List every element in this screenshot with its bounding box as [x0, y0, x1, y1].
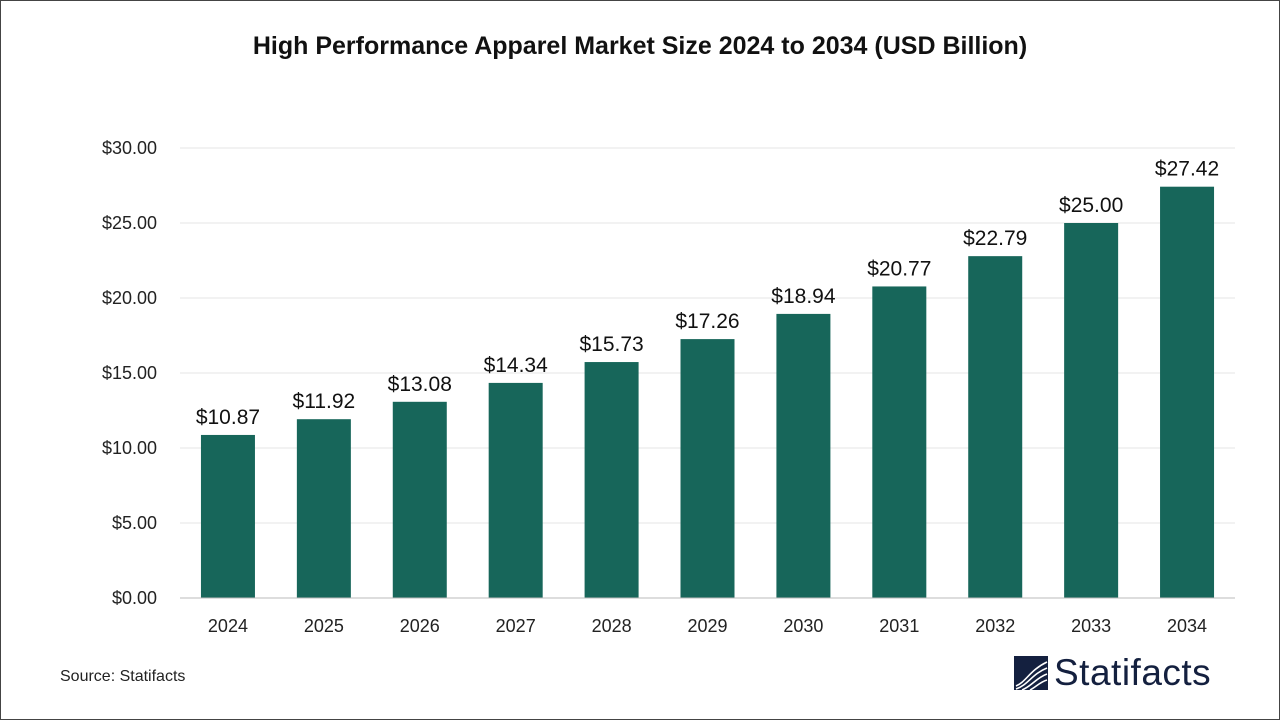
x-tick-label: 2034 [1167, 616, 1207, 636]
x-tick-label: 2024 [208, 616, 248, 636]
y-tick-label: $15.00 [102, 363, 157, 383]
x-tick-label: 2025 [304, 616, 344, 636]
x-tick-label: 2029 [687, 616, 727, 636]
bar [392, 401, 447, 598]
data-label: $14.34 [484, 354, 549, 377]
statifacts-logo: Statifacts [1014, 652, 1211, 694]
x-tick-label: 2028 [592, 616, 632, 636]
data-label: $20.77 [867, 257, 931, 280]
y-tick-label: $25.00 [102, 213, 157, 233]
y-tick-label: $20.00 [102, 288, 157, 308]
bar [680, 339, 735, 598]
y-tick-label: $30.00 [102, 138, 157, 158]
source-note: Source: Statifacts [60, 668, 186, 685]
x-tick-label: 2026 [400, 616, 440, 636]
statifacts-logo-icon [1014, 656, 1048, 690]
bar [296, 419, 351, 598]
bar [200, 434, 255, 598]
bar [1064, 223, 1119, 598]
data-label: $22.79 [963, 227, 1027, 250]
data-label: $27.42 [1155, 158, 1219, 181]
x-tick-label: 2027 [496, 616, 536, 636]
bar [1160, 186, 1215, 598]
data-label: $13.08 [388, 373, 452, 396]
chart-title: High Performance Apparel Market Size 202… [252, 32, 1028, 60]
y-tick-label: $10.00 [102, 438, 157, 458]
y-tick-label: $0.00 [112, 588, 157, 608]
data-label: $25.00 [1059, 194, 1123, 217]
bar [584, 362, 639, 598]
data-label: $10.87 [196, 406, 260, 429]
x-tick-label: 2031 [879, 616, 919, 636]
bar [776, 313, 831, 598]
data-label: $18.94 [771, 285, 836, 308]
logo-text: Statifacts [1054, 652, 1212, 693]
data-label: $15.73 [579, 333, 643, 356]
data-label: $17.26 [675, 310, 739, 333]
data-label: $11.92 [293, 390, 356, 413]
x-tick-label: 2032 [975, 616, 1015, 636]
bar [968, 256, 1023, 598]
bar [488, 382, 543, 598]
x-tick-label: 2033 [1071, 616, 1111, 636]
bar [872, 286, 927, 598]
y-tick-label: $5.00 [112, 513, 157, 533]
x-tick-label: 2030 [783, 616, 823, 636]
